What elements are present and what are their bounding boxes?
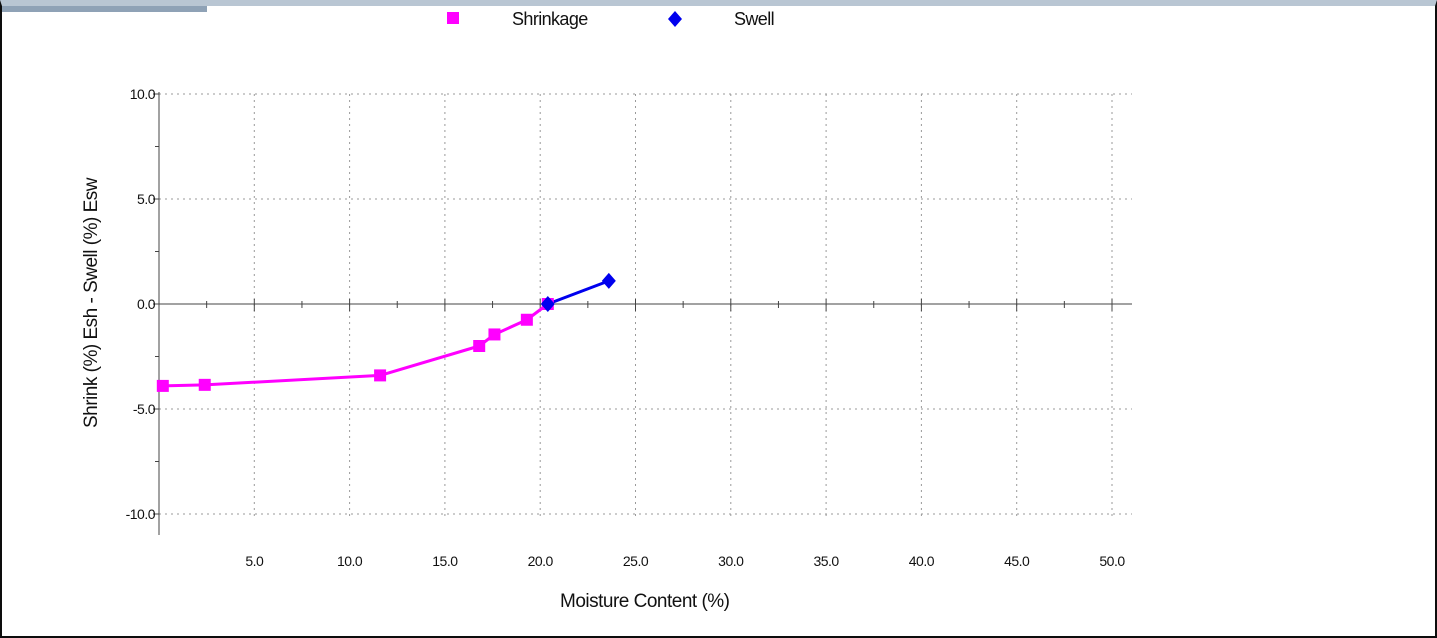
legend-marker-square-icon	[447, 12, 459, 24]
x-tick-label: 25.0	[623, 553, 649, 569]
data-series	[156, 272, 616, 392]
y-tick-label: -10.0	[126, 506, 156, 522]
x-tick-label: 30.0	[718, 553, 744, 569]
window-top-strip	[2, 6, 207, 12]
tick-labels: 5.0 10.0 15.0 20.0 25.0 30.0 35.0 40.0 45.0 50.0 1…	[126, 86, 1126, 569]
x-tick-label: 50.0	[1099, 553, 1125, 569]
x-axis-title: Moisture Content (%)	[560, 591, 730, 612]
axes	[153, 92, 1132, 535]
y-tick-label: 5.0	[137, 191, 156, 207]
x-tick-label: 40.0	[909, 553, 935, 569]
data-point-shrinkage	[156, 379, 169, 392]
data-point-shrinkage	[198, 378, 211, 391]
x-tick-label: 10.0	[337, 553, 363, 569]
y-tick-label: 10.0	[130, 86, 156, 102]
x-tick-label: 45.0	[1004, 553, 1030, 569]
legend-label-shrinkage: Shrinkage	[512, 9, 588, 29]
data-point-swell	[601, 272, 616, 289]
data-point-shrinkage	[473, 340, 486, 352]
data-point-shrinkage	[488, 328, 501, 341]
grid-lines	[159, 93, 1132, 517]
legend-label-swell: Swell	[734, 9, 775, 29]
series-line-shrinkage	[162, 302, 549, 388]
series-line-swell	[547, 279, 610, 306]
y-tick-label: 0.0	[137, 296, 156, 312]
legend-marker-diamond-icon	[668, 11, 682, 27]
y-axis-title: Shrink (%) Esh - Swell (%) Esw	[81, 178, 102, 428]
data-point-swell	[540, 296, 555, 312]
data-point-shrinkage	[520, 313, 533, 326]
x-tick-label: 35.0	[813, 553, 839, 569]
x-tick-label: 20.0	[528, 553, 554, 569]
data-point-shrinkage	[374, 369, 387, 382]
y-tick-label: -5.0	[133, 401, 156, 417]
x-tick-label: 5.0	[245, 553, 264, 569]
x-tick-label: 15.0	[432, 553, 458, 569]
chart-legend: Shrinkage Swell	[0, 8, 1437, 36]
